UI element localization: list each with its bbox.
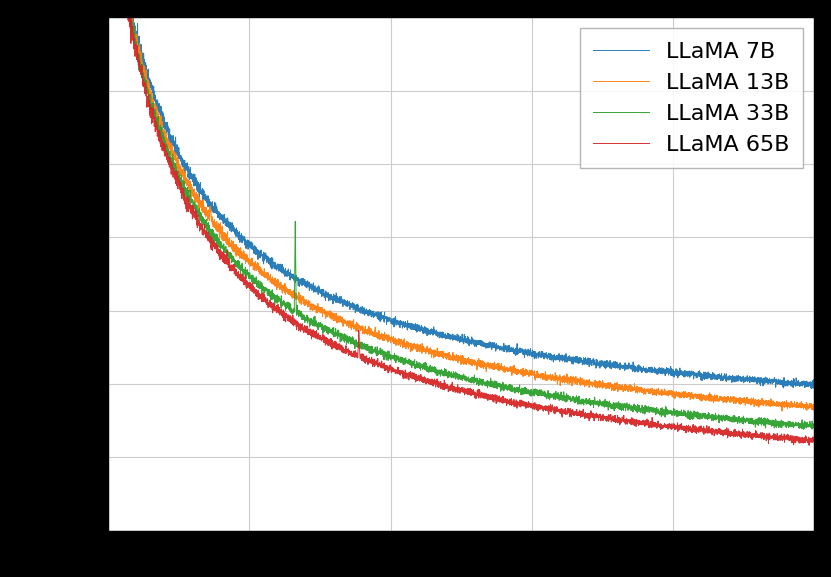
LLaMA 13B (809, 402, 819, 409)
LLaMA 33B (684, 412, 694, 419)
LLaMA 13B (373, 329, 383, 336)
Legend: LLaMA 7B, LLaMA 13B, LLaMA 33B, LLaMA 65B: LLaMA 7B, LLaMA 13B, LLaMA 33B, LLaMA 65… (580, 28, 804, 168)
LLaMA 7B (373, 308, 383, 315)
LLaMA 65B (804, 442, 814, 449)
LLaMA 13B (777, 408, 787, 415)
LLaMA 7B (563, 354, 573, 361)
LLaMA 65B (232, 270, 242, 277)
LLaMA 65B (373, 362, 383, 369)
LLaMA 65B (809, 440, 819, 447)
LLaMA 33B (809, 423, 819, 430)
LLaMA 33B (373, 351, 383, 358)
LLaMA 7B (630, 366, 640, 373)
Line: LLaMA 65B: LLaMA 65B (108, 0, 814, 445)
LLaMA 65B (684, 424, 694, 430)
LLaMA 33B (563, 396, 573, 403)
LLaMA 33B (630, 405, 640, 412)
LLaMA 33B (799, 426, 809, 433)
LLaMA 7B (232, 224, 242, 231)
Line: LLaMA 33B: LLaMA 33B (108, 0, 814, 429)
LLaMA 7B (809, 383, 819, 389)
LLaMA 7B (527, 350, 537, 357)
LLaMA 13B (527, 367, 537, 374)
Line: LLaMA 13B: LLaMA 13B (108, 0, 814, 411)
Line: LLaMA 7B: LLaMA 7B (108, 0, 814, 388)
LLaMA 65B (563, 410, 573, 417)
LLaMA 65B (630, 420, 640, 427)
LLaMA 13B (563, 380, 573, 387)
LLaMA 13B (684, 391, 694, 398)
LLaMA 7B (684, 372, 694, 379)
LLaMA 13B (232, 248, 242, 255)
LLaMA 13B (630, 386, 640, 393)
LLaMA 33B (527, 391, 537, 398)
LLaMA 65B (527, 400, 537, 407)
LLaMA 7B (807, 385, 817, 392)
LLaMA 33B (232, 261, 242, 268)
